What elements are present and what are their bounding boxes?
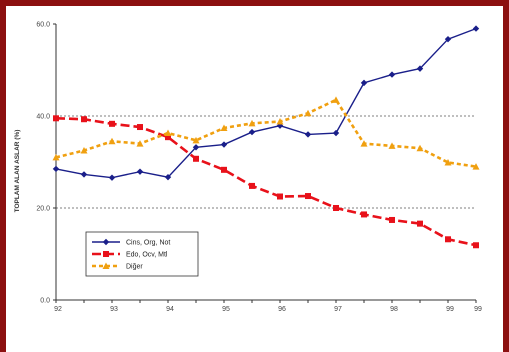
data-point xyxy=(276,118,284,125)
data-point xyxy=(249,182,255,189)
data-point xyxy=(417,220,423,227)
data-point xyxy=(192,144,200,151)
chart-frame: 0.0 20.0 40.0 60.0 92 93 94 95 96 97 98 99 99 Cins, … xyxy=(6,6,503,352)
x-tick-label: 96 xyxy=(278,306,286,313)
data-point xyxy=(80,171,88,178)
data-point xyxy=(389,216,395,223)
data-point xyxy=(108,174,116,181)
legend-label: Cins, Org, Not xyxy=(126,240,170,247)
data-point xyxy=(108,137,116,145)
series-1 xyxy=(52,25,480,181)
data-point xyxy=(164,129,172,137)
series-line xyxy=(55,27,477,179)
y-tick-label: 60.0 xyxy=(36,22,50,29)
data-point xyxy=(53,115,59,122)
data-point xyxy=(220,141,228,148)
data-point xyxy=(304,109,312,117)
data-point xyxy=(220,124,228,131)
data-point xyxy=(109,120,115,127)
series-line xyxy=(55,98,477,168)
data-point xyxy=(80,147,88,154)
x-tick-label: 99 xyxy=(446,306,454,313)
x-tick-label: 95 xyxy=(222,306,230,313)
data-point xyxy=(388,71,396,78)
y-tick-label: 20.0 xyxy=(36,206,50,213)
data-point xyxy=(472,163,480,170)
data-point xyxy=(277,193,283,200)
data-point xyxy=(136,140,144,147)
series-layer xyxy=(52,25,480,249)
data-point xyxy=(192,136,200,144)
data-point xyxy=(360,79,368,87)
data-point xyxy=(136,168,144,175)
legend-label: Edo, Ocv, Mtl xyxy=(126,252,168,259)
axes-layer: 0.0 20.0 40.0 60.0 92 93 94 95 96 97 98 99 99 xyxy=(36,22,482,314)
data-point xyxy=(164,173,172,181)
legend: Cins, Org, Not Edo, Ocv, Mtl Diğer xyxy=(85,231,199,277)
x-tick-label: 94 xyxy=(166,306,174,313)
x-tick-label: 98 xyxy=(390,306,398,313)
data-point xyxy=(276,122,284,129)
data-point xyxy=(361,211,367,218)
x-tick-label: 92 xyxy=(54,306,62,313)
data-point xyxy=(444,158,452,166)
data-point xyxy=(332,96,340,103)
series-2 xyxy=(53,115,479,249)
data-point xyxy=(472,25,480,32)
x-tick-label: 93 xyxy=(110,306,118,313)
data-point xyxy=(304,131,312,138)
data-point xyxy=(248,128,256,136)
x-tick-label: 99 xyxy=(474,306,482,313)
data-point xyxy=(416,144,424,152)
data-point xyxy=(444,35,452,43)
data-point xyxy=(52,165,60,173)
series-line xyxy=(55,117,477,247)
data-point xyxy=(332,129,340,137)
data-point xyxy=(137,124,143,131)
legend-label: Diğer xyxy=(126,264,143,271)
data-point xyxy=(388,142,396,149)
legend-swatch-marker xyxy=(102,238,110,246)
data-point xyxy=(333,205,339,211)
x-tick-label: 97 xyxy=(334,306,342,313)
grid-layer xyxy=(56,115,476,209)
data-point xyxy=(473,242,479,249)
data-point xyxy=(193,155,199,162)
data-point xyxy=(81,116,87,123)
series-3 xyxy=(52,96,480,170)
line-chart: 0.0 20.0 40.0 60.0 92 93 94 95 96 97 98 99 99 Cins, … xyxy=(14,22,482,314)
data-point xyxy=(221,166,227,173)
data-point xyxy=(165,134,171,141)
y-axis-title: TOPLAM ALAN ASLAR (%) xyxy=(14,130,21,213)
data-point xyxy=(248,119,256,127)
data-point xyxy=(445,236,451,243)
legend-swatch-marker xyxy=(102,262,110,269)
data-point xyxy=(360,140,368,147)
data-point xyxy=(416,65,424,72)
y-tick-label: 40.0 xyxy=(36,114,50,121)
data-point xyxy=(305,193,311,200)
data-point xyxy=(52,153,60,161)
y-tick-label: 0.0 xyxy=(40,298,50,305)
legend-swatch-marker xyxy=(103,251,109,257)
